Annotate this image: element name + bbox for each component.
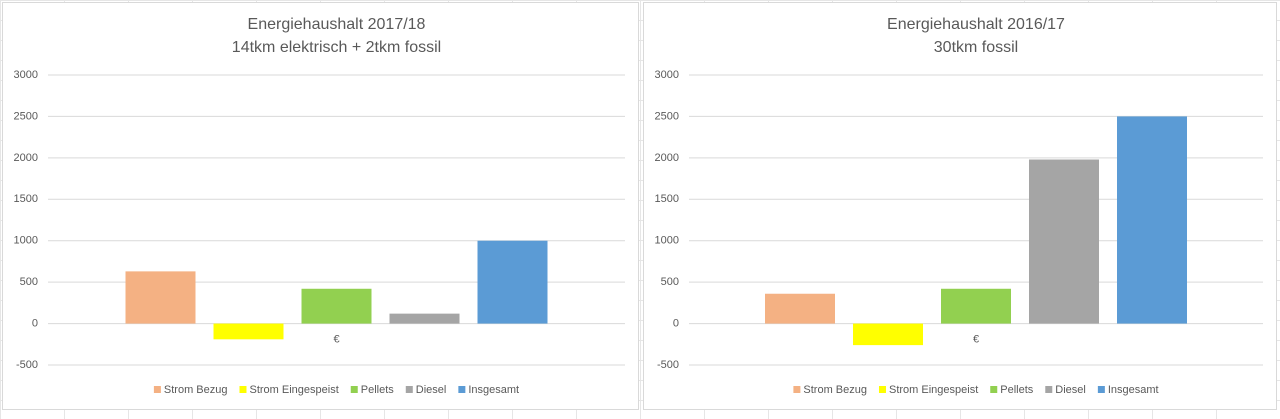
legend-swatch: [793, 386, 801, 393]
legend-label: Pellets: [1000, 384, 1034, 396]
legend-swatch: [458, 386, 466, 393]
legend-swatch: [990, 386, 998, 393]
chart-subtitle: 14tkm elektrisch + 2tkm fossil: [232, 39, 441, 56]
legend-label: Insgesamt: [468, 384, 519, 396]
y-tick-label: 0: [673, 317, 679, 329]
legend-label: Diesel: [1055, 384, 1086, 396]
legend-swatch: [878, 386, 886, 393]
y-tick-label: -500: [657, 359, 679, 371]
bar: [1029, 159, 1099, 324]
bar: [301, 288, 372, 324]
x-tick-label: €: [333, 333, 339, 345]
y-tick-label: 1500: [14, 193, 38, 205]
y-tick-label: 1000: [655, 235, 679, 247]
legend-label: Insgesamt: [1108, 384, 1159, 396]
legend-label: Strom Bezug: [803, 384, 867, 396]
chart-subtitle: 30tkm fossil: [934, 39, 1018, 56]
y-tick-label: 1000: [14, 235, 38, 247]
y-tick-label: 2500: [14, 110, 38, 122]
legend-swatch: [1097, 386, 1105, 393]
chart-title: Energiehaushalt 2016/17: [887, 16, 1065, 33]
legend-label: Strom Bezug: [164, 384, 228, 396]
y-tick-label: 0: [32, 317, 38, 329]
bar: [213, 323, 284, 340]
bar: [765, 293, 835, 324]
y-tick-label: 500: [661, 276, 679, 288]
legend-swatch: [239, 386, 247, 393]
y-tick-label: -500: [16, 359, 38, 371]
y-tick-label: 1500: [655, 193, 679, 205]
bar: [1117, 116, 1187, 324]
chart-title: Energiehaushalt 2017/18: [248, 16, 426, 33]
legend-swatch: [405, 386, 413, 393]
chart-area: [2, 2, 639, 410]
y-tick-label: 3000: [14, 69, 38, 81]
y-tick-label: 3000: [655, 69, 679, 81]
legend: Strom Bezug Strom Eingespeist Pellets Diese…: [153, 384, 519, 396]
legend-swatch: [1045, 386, 1053, 393]
legend-label: Strom Eingespeist: [889, 384, 978, 396]
legend-swatch: [350, 386, 358, 393]
legend-label: Strom Eingespeist: [249, 384, 338, 396]
y-tick-label: 2000: [14, 152, 38, 164]
y-tick-label: 2000: [655, 152, 679, 164]
legend-label: Diesel: [416, 384, 447, 396]
legend-label: Pellets: [361, 384, 395, 396]
bar: [941, 288, 1011, 324]
bar: [125, 271, 196, 324]
y-tick-label: 500: [20, 276, 38, 288]
legend: Strom Bezug Strom Eingespeist Pellets Diese…: [793, 384, 1159, 396]
bar: [853, 323, 923, 346]
bar: [389, 313, 460, 324]
x-tick-label: €: [973, 333, 979, 345]
y-tick-label: 2500: [655, 110, 679, 122]
bar: [477, 240, 548, 324]
legend-swatch: [153, 386, 161, 393]
